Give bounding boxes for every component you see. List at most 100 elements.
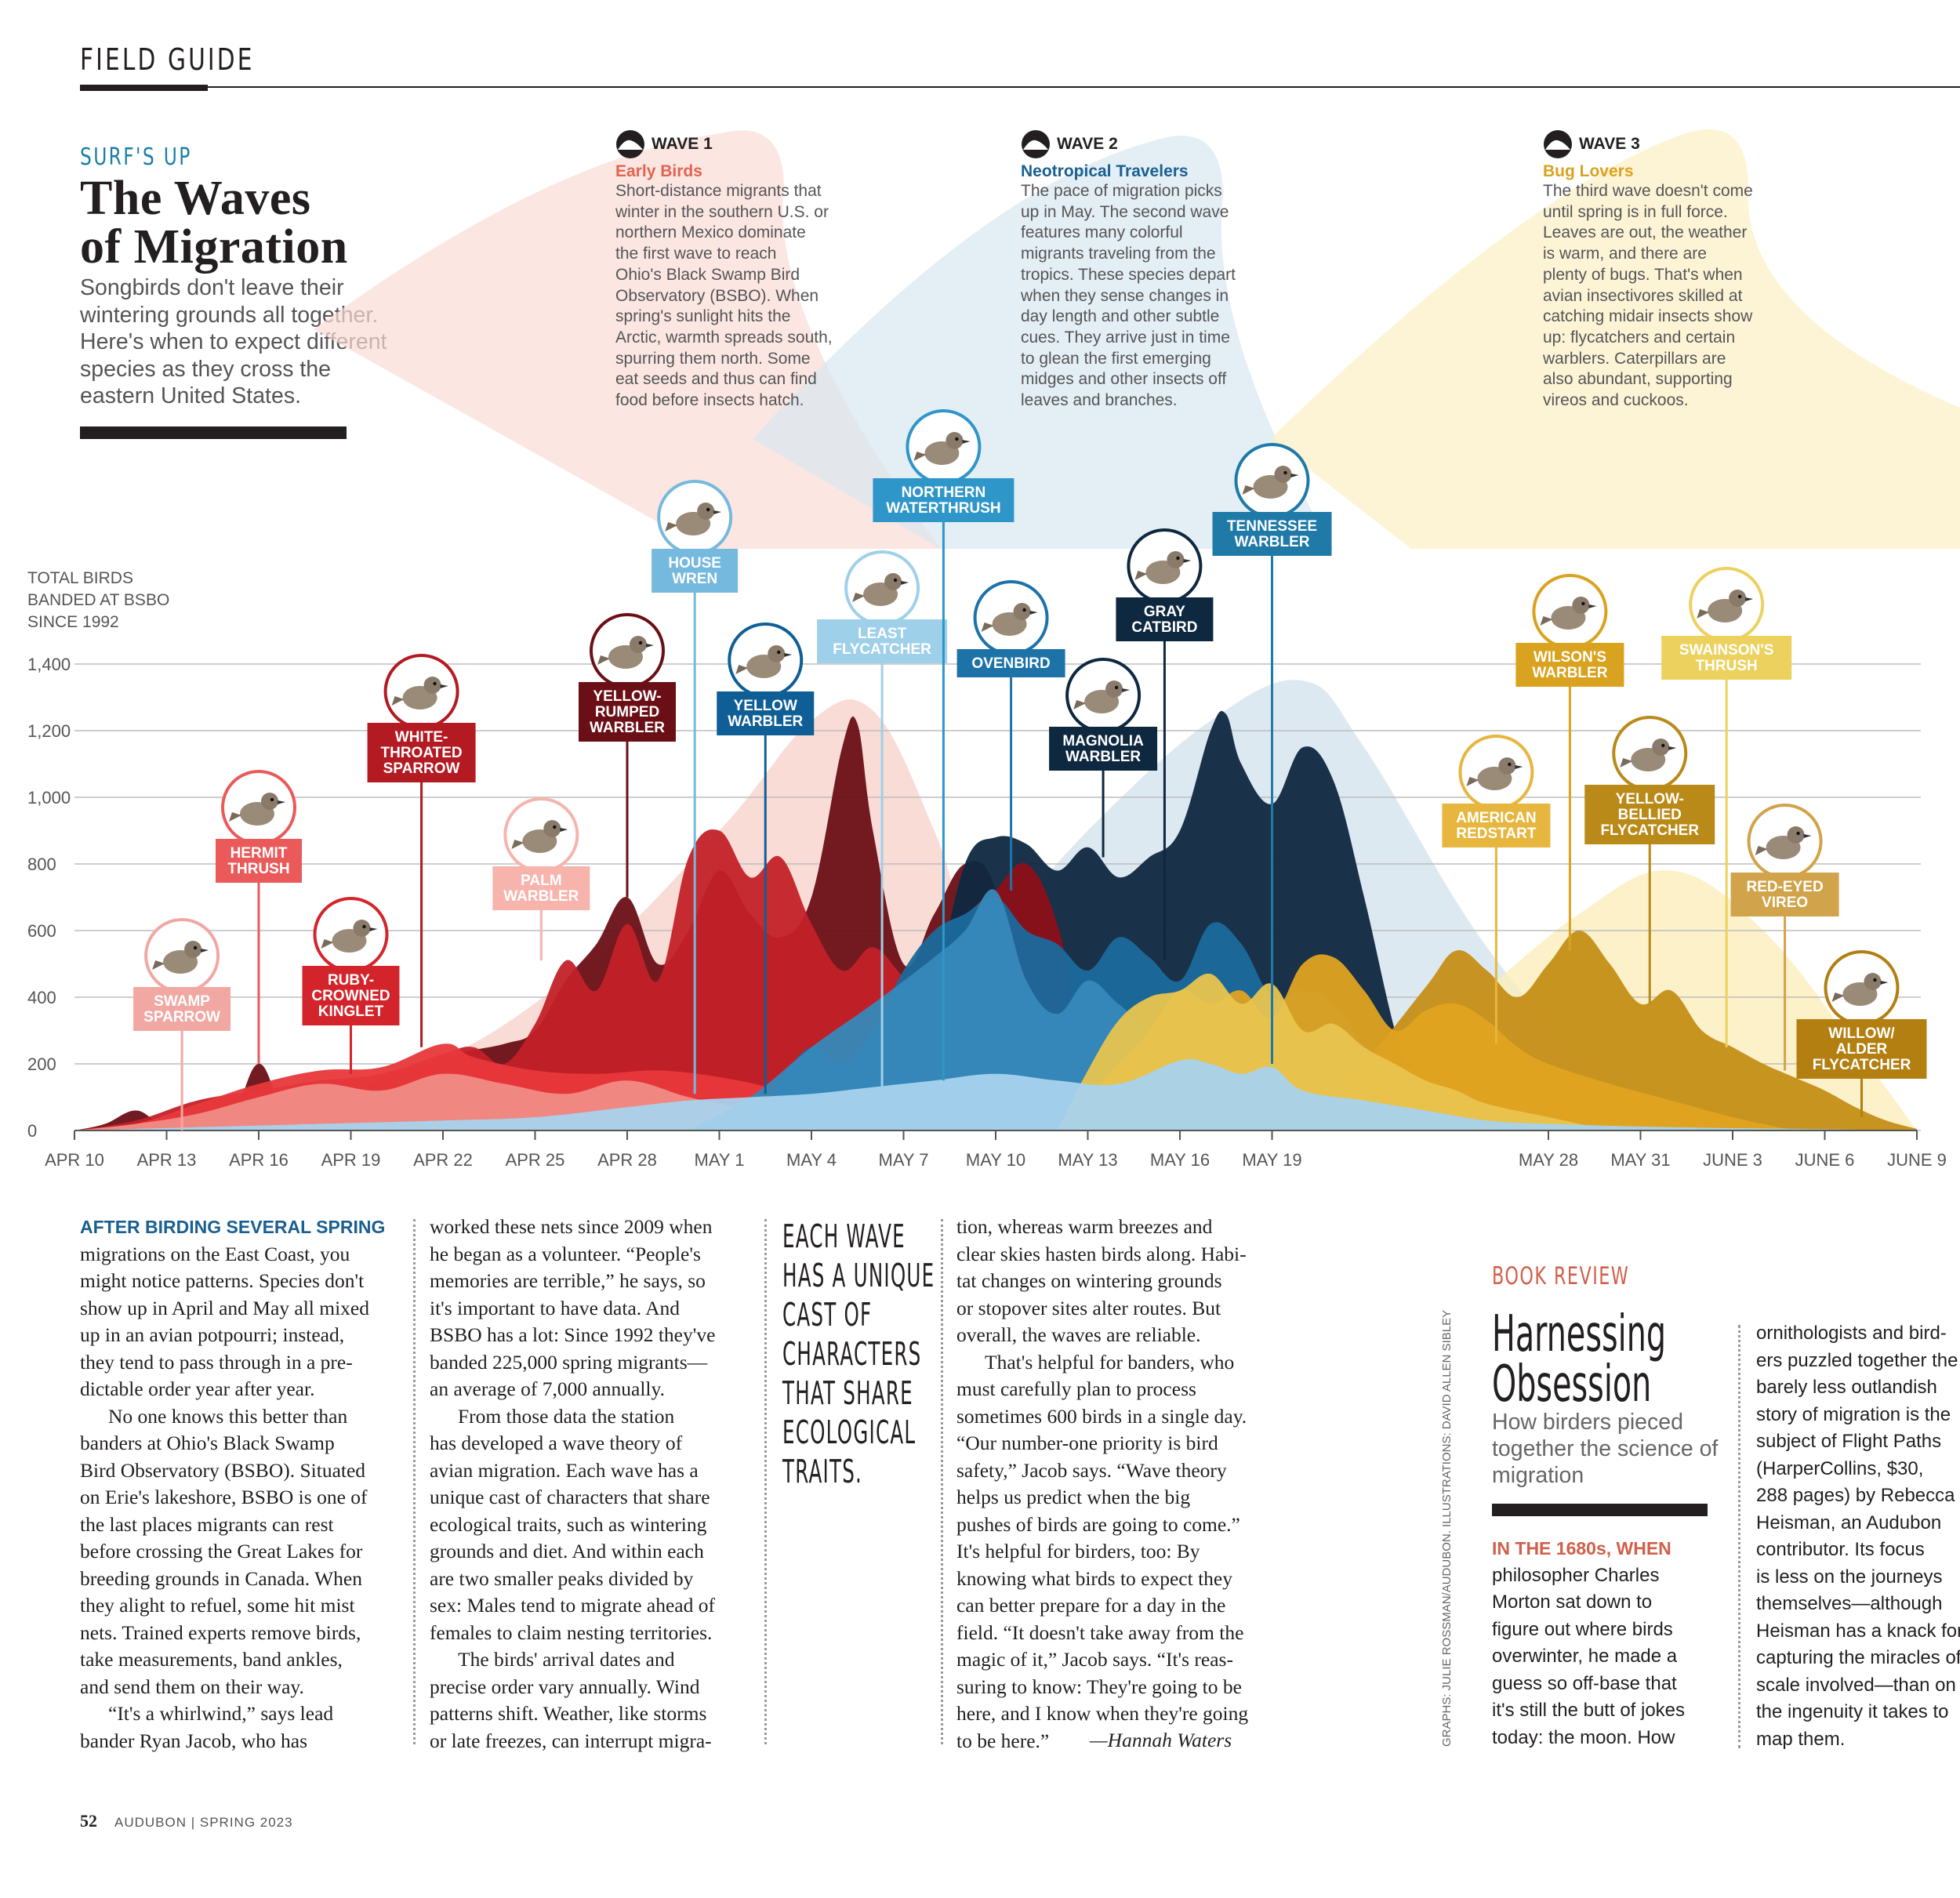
text-line: patterns shift. Weather, like storms (430, 1702, 707, 1725)
bird-eye-icon (433, 681, 437, 686)
text-line: subject of Flight Paths (1756, 1431, 1942, 1452)
text-line: worked these nets since 2009 when (430, 1215, 713, 1238)
text-line: features many colorful (1021, 223, 1183, 242)
bird-beak-icon (1880, 981, 1889, 985)
callout-label: SPARROW (383, 760, 460, 777)
text-line: today: the moon. How (1492, 1726, 1675, 1748)
callout-label: FLYCATCHER (1600, 822, 1699, 839)
callout-label: WILLOW/ (1828, 1025, 1895, 1042)
text-line: they tend to pass through in a pre- (80, 1350, 353, 1374)
text-line: avian migration. Each wave has a (430, 1458, 699, 1482)
text-line: can better prepare for a day in the (956, 1594, 1226, 1617)
bird-tail-icon (229, 812, 241, 822)
text-line: Arctic, warmth spreads south, (615, 328, 833, 347)
wave-crest-3 (1270, 129, 1960, 549)
callout-box (367, 723, 476, 782)
bird-tail-icon (321, 939, 334, 949)
text-line: capturing the miracles of (1756, 1647, 1960, 1668)
text-line: “It's a whirlwind,” says lead (108, 1702, 334, 1725)
article-col-1: AFTER BIRDING SEVERAL SPRING migrations … (80, 1214, 400, 1755)
review-lede: IN THE 1680s, WHEN (1492, 1538, 1671, 1559)
bird-tail-icon (1831, 993, 1845, 1002)
text-line: ornithologists and bird- (1756, 1323, 1947, 1344)
x-tick-label: MAY 13 (1058, 1150, 1117, 1170)
bird-tail-icon (511, 840, 524, 849)
x-tick-label: MAY 28 (1519, 1150, 1578, 1170)
x-tick-label: MAY 19 (1242, 1150, 1301, 1170)
text-line: show up in April and May all mixed (80, 1296, 370, 1319)
text-line: TOTAL BIRDS (27, 569, 133, 587)
callout-label: HOUSE (668, 555, 721, 572)
wave-1-body: Short-distance migrants that winter in th… (615, 181, 858, 412)
text-line: sex: Males tend to migrate ahead of (430, 1594, 715, 1617)
article-col-1-text: migrations on the East Coast, you might n… (80, 1241, 400, 1755)
text-line: contributor. Its focus (1756, 1539, 1925, 1560)
text-line: suring to know: They're going to be (956, 1675, 1242, 1698)
callout-box (1584, 785, 1715, 844)
bird-beak-icon (278, 800, 285, 804)
text-line: banders at Ohio's Black Swamp (80, 1432, 335, 1454)
text-line: and send them on their way. (80, 1675, 304, 1698)
callout-label: TENNESSEE (1227, 518, 1317, 535)
article-lede: AFTER BIRDING SEVERAL SPRING (80, 1217, 386, 1237)
publication-info: AUDUBON | SPRING 2023 (114, 1815, 293, 1830)
bird-head-icon (1498, 757, 1516, 775)
bird-beak-icon (784, 653, 793, 657)
text-line: the ingenuity it takes to (1756, 1701, 1949, 1722)
text-line: northern Mexico dominate (615, 223, 806, 242)
bird-tail-icon (665, 522, 678, 532)
callout-label: ALDER (1836, 1041, 1888, 1058)
x-tick-label: APR 16 (229, 1150, 289, 1170)
bird-beak-icon (201, 949, 209, 953)
callout-label: OVENBIRD (971, 655, 1050, 672)
callout-ovenbird: OVENBIRD (956, 580, 1065, 891)
text-line: barely less outlandish (1756, 1377, 1937, 1398)
text-line: to glean the first emerging (1021, 349, 1211, 368)
text-line: catching midair insects show (1543, 307, 1753, 326)
bird-eye-icon (1661, 743, 1665, 748)
text-line: bander Ryan Jacob, who has (80, 1729, 308, 1752)
y-axis-label: TOTAL BIRDS BANDED AT BSBO SINCE 1992 (27, 568, 169, 633)
bird-head-icon (1274, 466, 1292, 483)
callout-box (1049, 727, 1158, 771)
bird-beak-icon (369, 927, 378, 931)
text-line: winter in the southern U.S. or (615, 202, 829, 221)
text-line: Short-distance migrants that (615, 182, 822, 200)
review-divider (1738, 1325, 1740, 1748)
bird-head-icon (1787, 826, 1805, 844)
review-title-line-2: Obsession (1492, 1355, 1652, 1414)
text-line: migrants traveling from the (1021, 245, 1216, 263)
article-col-3: tion, whereas warm breezes and clear skie… (956, 1214, 1294, 1755)
text-line: Ohio's Black Swamp Bird (615, 265, 800, 284)
bird-tail-icon (1620, 758, 1633, 768)
bird-tail-icon (913, 452, 927, 461)
text-line: take measurements, band ankles, (80, 1648, 343, 1671)
callout-label: WHITE- (395, 729, 448, 746)
callout-label: WARBLER (728, 713, 803, 730)
wave-3-label: WAVE 3 (1579, 135, 1640, 153)
bird-beak-icon (1588, 604, 1597, 608)
x-tick-label: MAY 16 (1150, 1150, 1210, 1170)
bird-tail-icon (597, 655, 610, 665)
review-col-2: ornithologists and bird-ers puzzled toge… (1756, 1320, 1960, 1753)
text-line: It's helpful for birders, too: By (956, 1540, 1200, 1562)
page-footer: 52 AUDUBON | SPRING 2023 (80, 1811, 293, 1831)
text-line: story of migration is the (1756, 1403, 1951, 1425)
x-tick-label: MAY 4 (786, 1150, 837, 1170)
callout-label: WILSON'S (1534, 649, 1606, 666)
callout-label: FLYCATCHER (1813, 1057, 1911, 1073)
text-line: cues. They arrive just in time (1021, 328, 1230, 347)
bird-head-icon (768, 645, 786, 662)
text-line: unique cast of characters that share (430, 1486, 710, 1508)
text-line: That's helpful for banders, who (985, 1350, 1235, 1374)
callout-label: AMERICAN (1456, 810, 1536, 826)
text-line: tropics. These species depart (1021, 265, 1236, 284)
bird-tail-icon (981, 622, 994, 632)
text-line: memories are terrible,” he says, so (430, 1269, 706, 1292)
